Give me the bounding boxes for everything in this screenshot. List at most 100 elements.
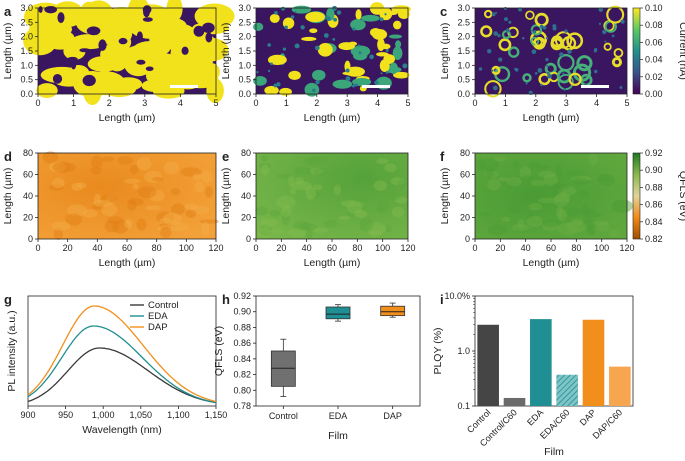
qfls-variation xyxy=(506,176,522,187)
qfls-variation xyxy=(90,166,102,175)
current-speckle xyxy=(546,64,549,68)
current-speckle xyxy=(533,30,537,34)
qfls-variation xyxy=(340,200,362,207)
high-current-island xyxy=(348,41,358,46)
qfls-variation xyxy=(52,161,71,174)
panel-h-xtick-label: EDA xyxy=(329,411,348,421)
current-speckle xyxy=(284,25,288,30)
plqy-bar-1 xyxy=(503,397,526,406)
current-speckle xyxy=(323,33,329,38)
legend-label-control: Control xyxy=(148,300,179,311)
high-current-domain xyxy=(154,27,183,50)
qfls-variation xyxy=(305,228,313,239)
qfls-variation xyxy=(71,182,83,192)
plqy-bar-3 xyxy=(556,374,578,406)
panel-h-ytick-label: 0.78 xyxy=(233,401,251,411)
panel-c-xtick-label: 4 xyxy=(594,98,599,108)
current-speckle xyxy=(619,86,623,89)
panel-a-xtick-label: 3 xyxy=(142,98,147,108)
panel-i-ylabel: PLQY (%) xyxy=(432,327,444,374)
qfls-variation xyxy=(295,177,304,185)
panel-a-xtick-label: 5 xyxy=(213,98,218,108)
qfls-variation xyxy=(551,184,563,196)
panel-i-ytick-label: 10.0% xyxy=(444,291,470,301)
qfls-variation xyxy=(567,207,581,217)
panel-label-h: h xyxy=(222,292,230,307)
qfls-variation xyxy=(346,204,357,218)
low-current-gap xyxy=(79,48,90,53)
qfls-variation xyxy=(526,215,543,228)
panel-a-xtick-label: 0 xyxy=(35,98,40,108)
qfls-variation xyxy=(384,224,392,233)
panel-d-xtick-label: 60 xyxy=(122,243,132,253)
qfls-variation xyxy=(479,211,492,217)
qfls-variation xyxy=(571,176,592,182)
current-speckle xyxy=(351,84,355,88)
box-dap xyxy=(380,302,406,318)
panel-d-xtick-label: 0 xyxy=(35,243,40,253)
current-speckle xyxy=(602,29,607,35)
qfls-variation xyxy=(93,193,102,205)
low-current-gap xyxy=(193,25,205,37)
qfls-variation xyxy=(170,188,181,196)
panel-b-xlabel: Length (µm) xyxy=(304,112,361,124)
panel-h-ytick-label: 0.90 xyxy=(233,307,251,317)
high-current-island xyxy=(376,52,389,57)
qfls-variation xyxy=(358,201,366,207)
panel-c-xtick-label: 2 xyxy=(533,98,538,108)
current-speckle xyxy=(552,26,557,31)
qfls-variation xyxy=(259,219,269,232)
qfls-variation xyxy=(346,201,363,214)
current-speckle xyxy=(487,49,492,54)
high-current-island xyxy=(288,70,301,80)
qfls-variation xyxy=(298,223,317,231)
current-speckle xyxy=(505,28,510,33)
low-current-gap xyxy=(118,37,128,45)
qfls-variation xyxy=(558,185,576,196)
current-speckle xyxy=(478,67,483,71)
high-current-island xyxy=(371,29,388,40)
grain-boundary-ring xyxy=(483,9,493,19)
high-current-island xyxy=(377,37,385,52)
qfls-variation xyxy=(376,158,389,165)
panel-d-ytick-label: 40 xyxy=(23,191,33,201)
grain-boundary-ring xyxy=(566,32,584,50)
plqy-bar-5 xyxy=(609,366,631,406)
grain-boundary-ring xyxy=(480,25,493,38)
current-speckle xyxy=(534,71,538,75)
high-current-domain xyxy=(75,11,111,35)
panel-f-xtick-label: 60 xyxy=(546,243,556,253)
panel-a-xtick-label: 1 xyxy=(71,98,76,108)
qfls-variation xyxy=(512,223,530,232)
current-speckle xyxy=(525,82,528,85)
panel-a-xtick-label: 4 xyxy=(178,98,183,108)
qfls-variation xyxy=(501,216,511,223)
qfls-variation xyxy=(57,162,77,172)
panel-c-xtick-label: 5 xyxy=(624,98,629,108)
panel-h-xlabel: Film xyxy=(328,430,348,442)
box-body xyxy=(380,305,406,317)
high-current-island xyxy=(352,50,368,61)
panel-b-ytick-label: 0.0 xyxy=(238,89,251,99)
panel-label-c: c xyxy=(440,4,447,19)
panel-label-e: e xyxy=(222,149,229,164)
qfls-variation xyxy=(346,161,355,171)
qfls-variation xyxy=(538,170,556,178)
panel-a-ytick-label: 3.0 xyxy=(20,3,33,13)
panel-e-ytick-label: 0 xyxy=(246,234,251,244)
current-speckle xyxy=(514,67,517,71)
qfls-variation xyxy=(124,178,141,184)
qfls-variation xyxy=(287,228,309,238)
qfls-variation xyxy=(359,217,374,232)
panel-b-ytick-label: 0.5 xyxy=(238,75,251,85)
qfls-variation xyxy=(377,199,390,213)
qfls-map-f xyxy=(475,152,634,239)
qfls-variation xyxy=(160,226,172,238)
panel-e-xtick-label: 120 xyxy=(400,243,415,253)
qfls-variation xyxy=(487,178,501,191)
qfls-variation xyxy=(281,204,292,218)
high-current-domain xyxy=(28,20,73,39)
qfls-variation xyxy=(507,203,522,214)
qfls-variation xyxy=(529,219,544,225)
qfls-variation xyxy=(76,182,87,189)
